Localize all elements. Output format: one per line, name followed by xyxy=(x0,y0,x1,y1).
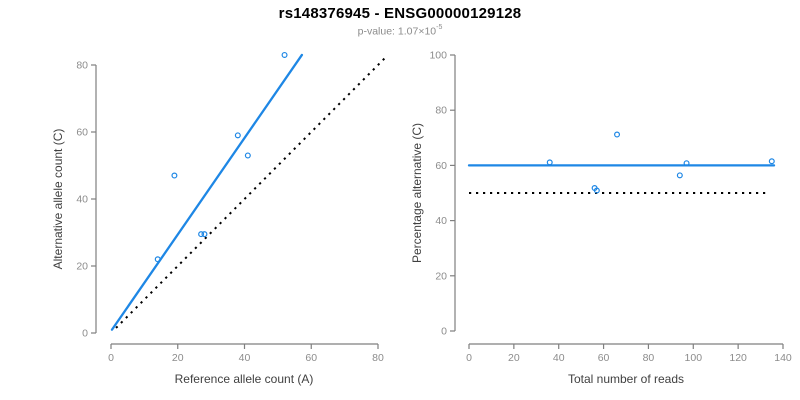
y-tick-label: 20 xyxy=(435,270,447,282)
p-value-subtitle: p-value: 1.07×10-5 xyxy=(0,24,800,38)
data-point xyxy=(768,158,775,165)
fit-line xyxy=(110,53,304,331)
x-tick-label: 40 xyxy=(239,352,251,364)
y-tick-label: 0 xyxy=(441,326,447,338)
left-plot: 0 20 40 60 80 0 20 40 60 80 Reference allele count… xyxy=(51,51,388,386)
x-tick-label: 0 xyxy=(466,352,472,364)
data-point xyxy=(614,131,621,138)
x-tick-label: 60 xyxy=(305,352,317,364)
data-point xyxy=(171,172,178,179)
x-tick-label: 20 xyxy=(508,352,520,364)
p-value-exponent: -5 xyxy=(436,24,443,31)
reference-dotted-line xyxy=(115,55,388,329)
x-axis-title: Reference allele count (A) xyxy=(175,372,314,386)
data-point xyxy=(244,152,251,159)
x-tick-label: 140 xyxy=(774,352,792,364)
y-tick-label: 0 xyxy=(82,328,88,340)
x-tick-label: 0 xyxy=(108,352,114,364)
p-value-mantissa: 1.07×10 xyxy=(397,25,437,38)
x-tick-label: 40 xyxy=(553,352,565,364)
y-axis-title: Alternative allele count (C) xyxy=(51,129,65,270)
y-tick-label: 100 xyxy=(429,50,447,62)
data-point xyxy=(281,51,288,58)
y-tick-label: 40 xyxy=(435,215,447,227)
y-tick-label: 40 xyxy=(76,194,88,206)
data-point xyxy=(154,256,161,263)
data-point xyxy=(676,172,683,179)
x-tick-label: 60 xyxy=(598,352,610,364)
x-tick-label: 100 xyxy=(685,352,703,364)
y-tick-label: 20 xyxy=(76,261,88,273)
data-point xyxy=(593,187,600,194)
y-tick-label: 60 xyxy=(76,127,88,139)
x-tick-label: 120 xyxy=(729,352,747,364)
data-point xyxy=(201,231,208,238)
y-tick-label: 80 xyxy=(76,60,88,72)
data-point xyxy=(198,231,205,238)
x-axis-title: Total number of reads xyxy=(568,372,684,386)
x-tick-label: 20 xyxy=(172,352,184,364)
y-tick-label: 80 xyxy=(435,105,447,117)
y-tick-label: 60 xyxy=(435,160,447,172)
data-point xyxy=(683,160,690,167)
data-point xyxy=(234,132,241,139)
page-title: rs148376945 - ENSG00000129128 xyxy=(278,5,522,22)
y-axis-title: Percentage alternative (C) xyxy=(410,123,424,263)
x-tick-label: 80 xyxy=(372,352,384,364)
data-point xyxy=(546,159,553,166)
p-value-prefix: p-value: xyxy=(357,25,398,38)
x-tick-label: 80 xyxy=(643,352,655,364)
